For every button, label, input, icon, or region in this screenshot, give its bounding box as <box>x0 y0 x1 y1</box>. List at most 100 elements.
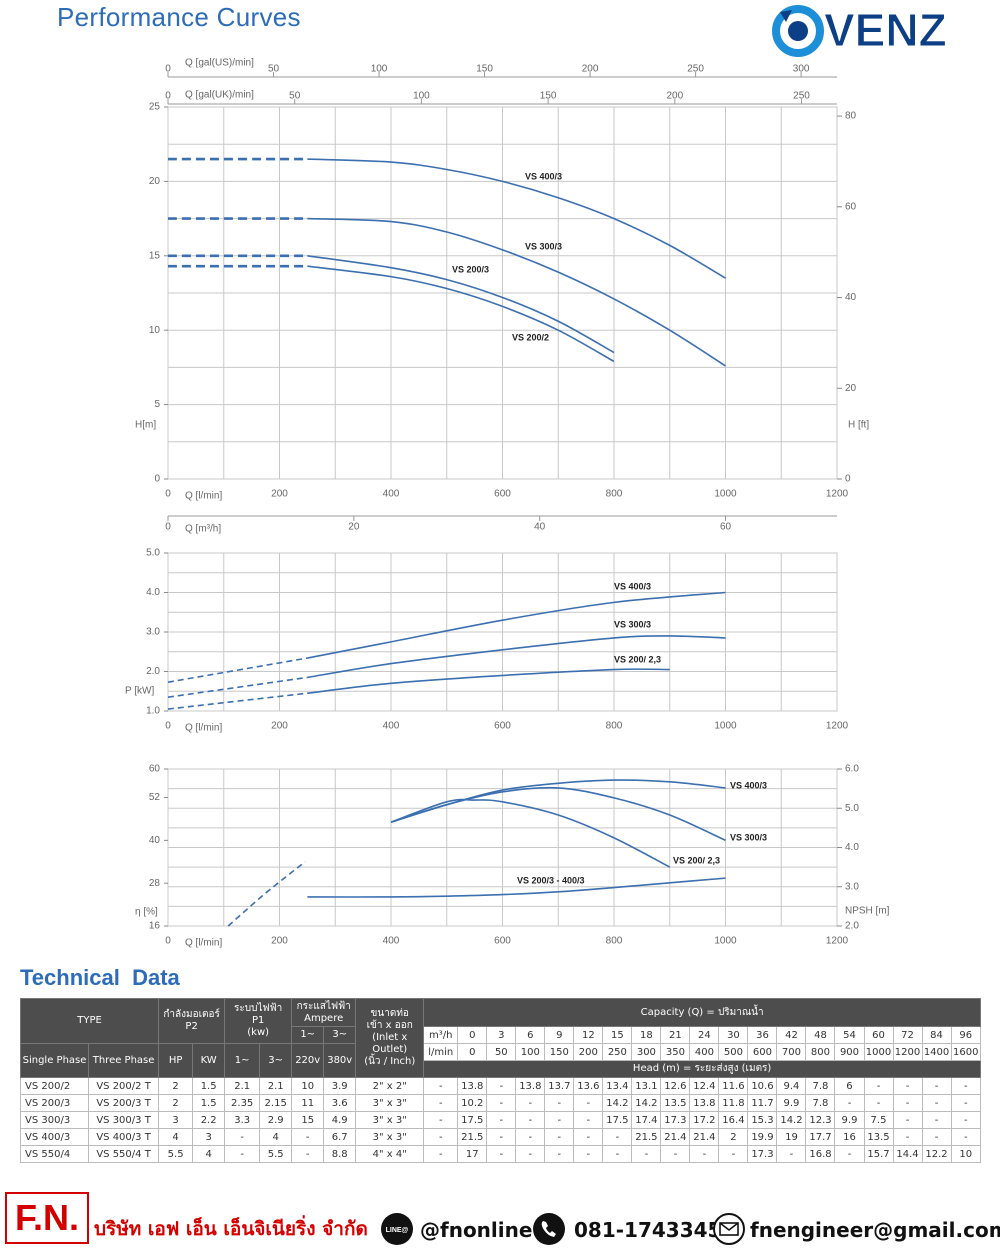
y2-tick-label: 3.0 <box>845 881 859 892</box>
y-tick-label: 20 <box>149 176 161 187</box>
extra-axis-tick-label: 0 <box>165 522 171 533</box>
capacity-cell: 18 <box>631 1026 662 1044</box>
header-cell: 380v <box>323 1043 357 1078</box>
data-cell: 3.6 <box>323 1094 357 1112</box>
extra-axis-tick-label: 100 <box>413 91 430 102</box>
data-cell: - <box>689 1145 720 1163</box>
data-cell: 13.7 <box>544 1077 575 1095</box>
header-cell: Single Phase <box>19 1043 90 1078</box>
data-cell: 17.2 <box>689 1111 720 1129</box>
data-cell: - <box>863 1077 894 1095</box>
x-tick-label: 600 <box>494 721 511 732</box>
brand: F.N. <box>5 1192 89 1244</box>
series-label: VS 400/3 <box>614 581 651 591</box>
x-tick-label: 600 <box>494 936 511 947</box>
y2-tick-label: 4.0 <box>845 842 859 853</box>
data-cell: 21.4 <box>660 1128 691 1146</box>
y2-tick-label: 80 <box>845 111 857 122</box>
data-cell: 13.4 <box>602 1077 633 1095</box>
series-line-dashed <box>167 657 308 683</box>
data-cell: VS 300/3 T <box>88 1111 160 1129</box>
y2-tick-label: 40 <box>845 292 857 303</box>
data-cell: VS 200/2 T <box>88 1077 160 1095</box>
section-title: Technical Data <box>20 965 180 990</box>
header-cell: m³/h <box>423 1026 459 1044</box>
data-cell: 2.35 <box>224 1094 261 1112</box>
x-tick-label: 200 <box>271 721 288 732</box>
capacity-cell: 1400 <box>921 1043 952 1061</box>
y2-tick-label: 60 <box>845 201 857 212</box>
extra-axis-label: Q [gal(US)/min] <box>185 58 254 69</box>
x-tick-label: 0 <box>165 936 171 947</box>
company-name: บริษัท เอฟ เอ็น เอ็นจิเนียริ่ง จำกัด <box>94 1218 368 1240</box>
data-cell: 3.9 <box>323 1077 357 1095</box>
data-cell: 3" x 3" <box>355 1094 425 1112</box>
capacity-cell: 300 <box>631 1043 662 1061</box>
data-cell: 14.2 <box>776 1111 807 1129</box>
data-cell: 3 <box>158 1111 194 1129</box>
y2-tick-label: 20 <box>845 383 857 394</box>
logo-text: VENZ <box>824 4 947 56</box>
data-cell: 9.4 <box>776 1077 807 1095</box>
data-cell: 2.1 <box>259 1077 293 1095</box>
data-cell: - <box>486 1077 517 1095</box>
page-title: Performance Curves <box>57 2 301 32</box>
y-axis-label: H[m] <box>135 420 156 431</box>
data-cell: 2 <box>158 1094 194 1112</box>
data-cell: - <box>423 1111 459 1129</box>
y-tick-label: 5 <box>154 399 160 410</box>
capacity-cell: 600 <box>747 1043 778 1061</box>
data-cell: 3" x 3" <box>355 1111 425 1129</box>
data-cell: - <box>921 1094 952 1112</box>
data-cell: - <box>950 1077 982 1095</box>
capacity-cell: 0 <box>457 1026 488 1044</box>
extra-axis-tick-label: 100 <box>371 64 388 75</box>
data-cell: - <box>834 1094 865 1112</box>
data-cell: 7.8 <box>805 1094 836 1112</box>
series-label: VS 400/3 <box>730 780 767 790</box>
data-cell: - <box>921 1077 952 1095</box>
capacity-cell: 150 <box>544 1043 575 1061</box>
email: fnengineer@gmail.com <box>750 1218 1000 1242</box>
data-cell: 14.2 <box>602 1094 633 1112</box>
y2-axis-label: NPSH [m] <box>845 906 890 917</box>
series-line <box>307 255 615 354</box>
header-cell: 1~ <box>291 1026 325 1044</box>
data-cell: 13.6 <box>573 1077 604 1095</box>
data-cell: - <box>863 1094 894 1112</box>
data-cell: 2 <box>718 1128 749 1146</box>
header-cell: 1~ <box>224 1043 261 1078</box>
data-cell: 9.9 <box>776 1094 807 1112</box>
capacity-cell: 36 <box>747 1026 778 1044</box>
footer: F.N. บริษัท เอฟ เอ็น เอ็นจิเนียริ่ง จำกั… <box>0 1188 1000 1250</box>
data-cell: 13.8 <box>515 1077 546 1095</box>
table-row: VS 550/4 VS 550/4 T 5.5 4-5.5-8.8 4" x 4" -17… <box>19 1145 982 1163</box>
data-cell: - <box>544 1145 575 1163</box>
data-cell: 2.15 <box>259 1094 293 1112</box>
header-line: ขนาดท่อ <box>370 1008 409 1019</box>
data-cell: 14.4 <box>892 1145 923 1163</box>
capacity-cell: 400 <box>689 1043 720 1061</box>
mail-glyph <box>719 1222 739 1232</box>
data-cell: VS 200/2 <box>19 1077 90 1095</box>
capacity-cell: 200 <box>573 1043 604 1061</box>
extra-axis-tick-label: 250 <box>687 64 704 75</box>
line-icon-text: LINE@ <box>386 1227 409 1234</box>
header-cell: KW <box>192 1043 226 1078</box>
x-tick-label: 1200 <box>826 489 849 500</box>
x-tick-label: 0 <box>165 489 171 500</box>
data-cell: - <box>291 1128 325 1146</box>
y-tick-label: 40 <box>149 835 161 846</box>
data-cell: - <box>423 1077 459 1095</box>
data-cell: 14.2 <box>631 1094 662 1112</box>
header-line: กระแสไฟฟ้า <box>296 1000 351 1012</box>
data-cell: - <box>224 1128 261 1146</box>
data-cell: 2.1 <box>224 1077 261 1095</box>
data-cell: 2 <box>158 1077 194 1095</box>
extra-axis-tick-label: 150 <box>540 91 557 102</box>
data-cell: 17 <box>457 1145 488 1163</box>
header-line: Ampere <box>304 1012 344 1024</box>
x-tick-label: 200 <box>271 936 288 947</box>
capacity-cell: 1200 <box>892 1043 923 1061</box>
